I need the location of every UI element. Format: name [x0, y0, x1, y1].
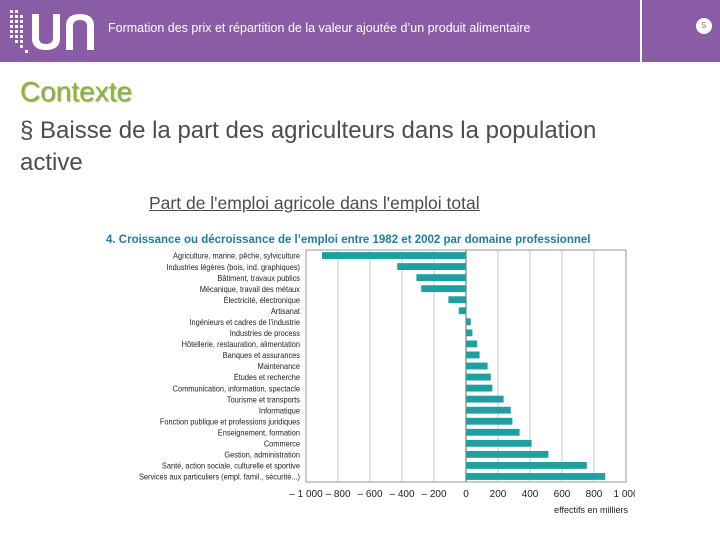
category-label-18: Gestion, administration: [224, 450, 300, 460]
category-label-20: Services aux particuliers (empl. famil.,…: [139, 472, 300, 482]
category-label-0: Agriculture, marine, pêche, sylviculture: [173, 251, 300, 261]
x-tick-label-10: 1 000: [613, 489, 635, 500]
page-number: 5: [696, 18, 712, 34]
bullet-point: § Baisse de la part des agriculteurs dan…: [20, 115, 620, 179]
bar-4: [448, 296, 466, 304]
category-label-2: Bâtiment, travaux publics: [217, 273, 300, 283]
category-label-16: Enseignement, formation: [218, 428, 300, 438]
university-logo: [10, 10, 94, 53]
chart-title: 4. Croissance ou décroissance de l’emplo…: [106, 234, 590, 246]
category-label-4: Électricité, électronique: [224, 295, 301, 305]
bar-16: [466, 428, 520, 436]
x-tick-label-8: 600: [554, 489, 571, 500]
bullet-text: Baisse de la part des agriculteurs dans …: [20, 117, 597, 176]
category-label-7: Industries de process: [230, 329, 300, 339]
bar-2: [416, 274, 466, 282]
slide-header: Formation des prix et répartition de la …: [0, 0, 720, 62]
x-tick-label-2: – 600: [357, 489, 382, 500]
x-tick-label-7: 400: [522, 489, 539, 500]
bar-14: [466, 406, 511, 414]
bar-7: [466, 329, 473, 337]
category-label-11: Études et recherche: [234, 373, 301, 383]
category-label-13: Tourisme et transports: [227, 395, 300, 405]
x-axis-label: effectifs en milliers: [554, 505, 628, 515]
category-label-14: Informatique: [259, 406, 301, 416]
bar-10: [466, 362, 488, 370]
category-label-5: Artisanat: [271, 306, 301, 316]
x-tick-label-0: – 1 000: [289, 489, 323, 500]
bar-11: [466, 373, 491, 381]
x-tick-label-1: – 800: [325, 489, 350, 500]
bullet-marker: §: [20, 117, 34, 144]
bar-13: [466, 395, 504, 403]
bar-12: [466, 384, 493, 392]
bar-3: [421, 285, 466, 293]
x-tick-label-4: – 200: [421, 489, 446, 500]
category-label-10: Maintenance: [258, 362, 301, 372]
category-label-17: Commerce: [264, 439, 301, 449]
employment-change-chart: 4. Croissance ou décroissance de l’emplo…: [106, 234, 635, 515]
category-label-12: Communication, information, spectacle: [173, 384, 301, 394]
bar-19: [466, 462, 587, 469]
category-label-6: Ingénieurs et cadres de l’industrie: [189, 318, 300, 328]
presentation-title: Formation des prix et répartition de la …: [108, 21, 531, 35]
bar-18: [466, 450, 549, 458]
category-label-15: Fonction publique et professions juridiq…: [160, 417, 300, 427]
bar-9: [466, 351, 480, 359]
category-label-8: Hôtellerie, restauration, alimentation: [182, 340, 300, 350]
bar-20: [466, 473, 606, 480]
bar-15: [466, 417, 513, 425]
section-title: Contexte: [20, 76, 133, 107]
chart-caption-link[interactable]: Part de l'emploi agricole dans l'emploi …: [149, 193, 480, 213]
x-tick-label-5: 0: [463, 489, 469, 500]
bar-17: [466, 439, 532, 447]
category-label-9: Banques et assurances: [223, 351, 300, 361]
x-tick-label-9: 800: [586, 489, 603, 500]
bar-1: [397, 263, 466, 270]
category-label-19: Santé, action sociale, culturelle et spo…: [162, 461, 301, 471]
x-tick-label-6: 200: [490, 489, 507, 500]
header-divider: [640, 0, 642, 62]
x-tick-label-3: – 400: [389, 489, 414, 500]
bar-6: [466, 318, 471, 326]
category-label-3: Mécanique, travail des métaux: [200, 284, 300, 294]
category-label-1: Industries légères (bois, ind. graphique…: [166, 262, 300, 272]
bar-5: [458, 307, 466, 315]
bar-8: [466, 340, 478, 348]
bar-0: [322, 252, 466, 259]
